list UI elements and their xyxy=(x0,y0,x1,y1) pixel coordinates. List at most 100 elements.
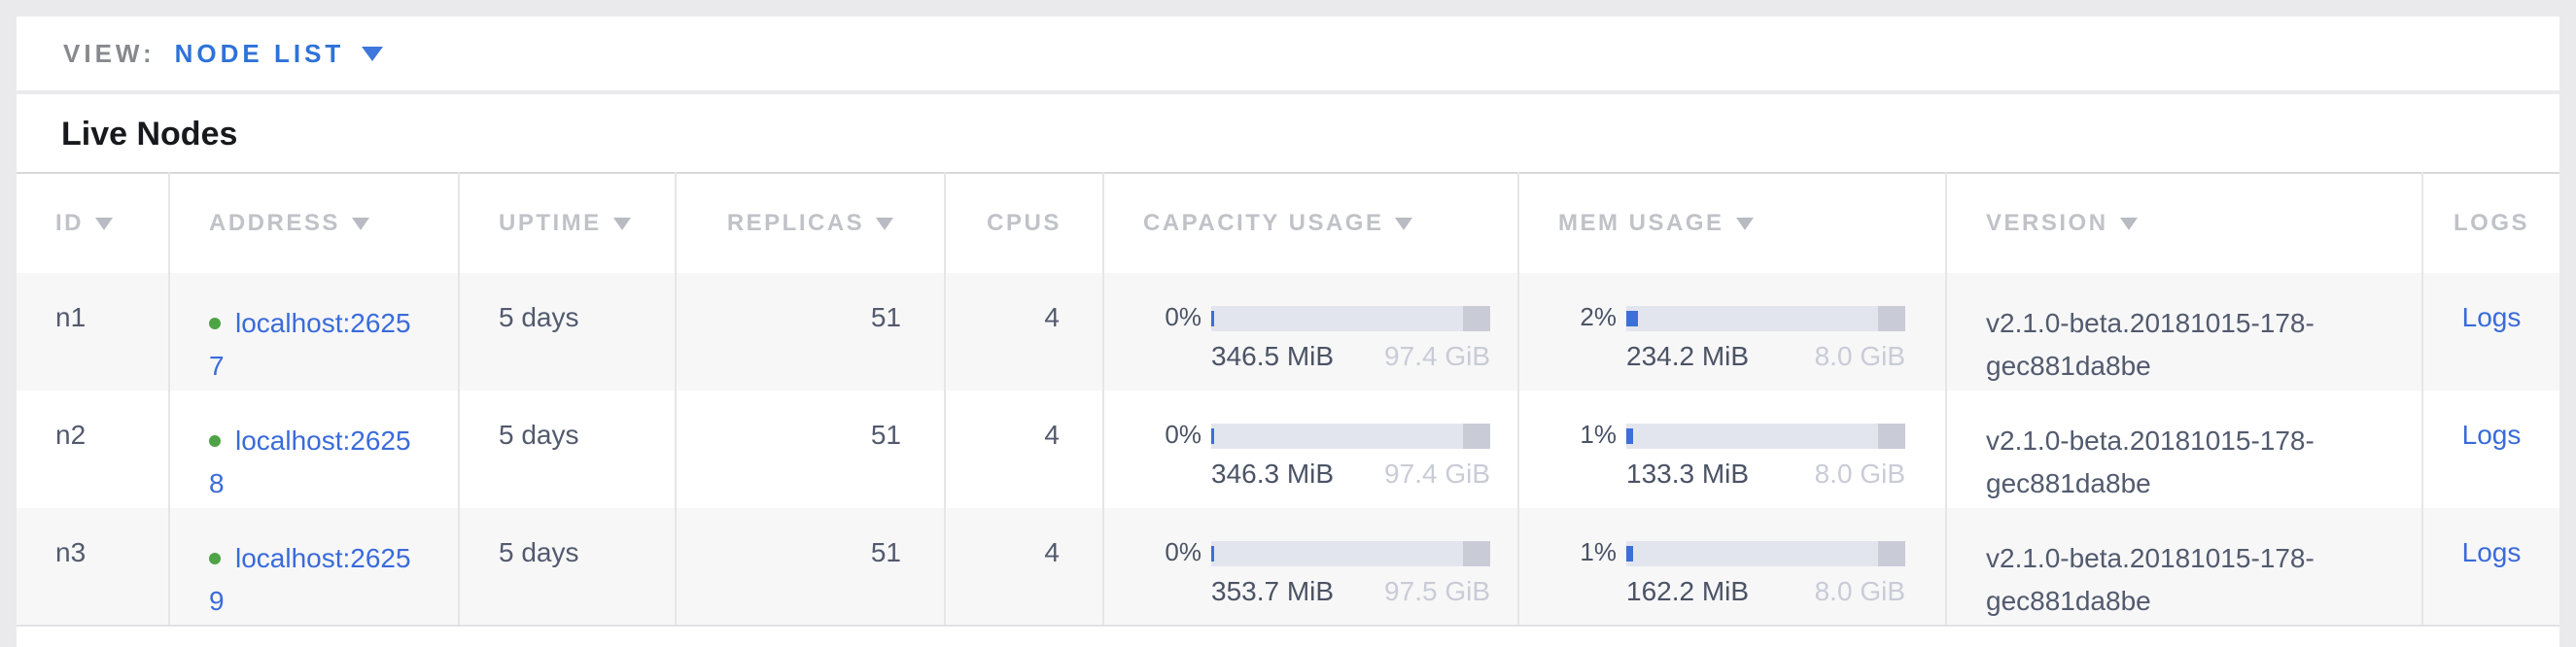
column-header-logs: LOGS xyxy=(2421,173,2559,273)
capacity-used: 346.5 MiB xyxy=(1211,341,1335,371)
node-logs-cell: Logs xyxy=(2421,508,2559,627)
sort-desc-icon xyxy=(876,218,894,230)
capacity-total: 97.4 GiB xyxy=(1384,459,1490,489)
sort-desc-icon xyxy=(95,218,113,230)
node-live-status-icon xyxy=(209,318,221,329)
node-cpus-cell: 4 xyxy=(944,391,1103,508)
column-header-uptime[interactable]: UPTIME xyxy=(458,173,676,273)
capacity-usage-cell: 0% 346.5 MiB 97.4 GiB xyxy=(1102,273,1518,391)
node-version-cell: v2.1.0-beta.20181015-178-gec881da8be xyxy=(1945,391,2422,508)
node-address-cell: localhost:26259 xyxy=(168,508,459,627)
column-header-mem-usage[interactable]: MEM USAGE xyxy=(1517,173,1946,273)
node-live-status-icon xyxy=(209,435,221,447)
capacity-percent: 0% xyxy=(1165,420,1201,449)
node-version-cell: v2.1.0-beta.20181015-178-gec881da8be xyxy=(1945,273,2422,391)
page-title: Live Nodes xyxy=(61,116,238,153)
bar-fill xyxy=(1211,546,1214,562)
node-id-cell: n3 xyxy=(17,508,169,627)
node-logs-cell: Logs xyxy=(2421,273,2559,391)
live-nodes-page: VIEW: NODE LIST Live Nodes ID ADDRESS UP… xyxy=(0,17,2576,647)
node-address-cell: localhost:26258 xyxy=(168,391,459,508)
column-header-capacity-usage[interactable]: CAPACITY USAGE xyxy=(1102,173,1518,273)
column-label: ID xyxy=(55,210,84,236)
mem-usage-bar xyxy=(1626,424,1905,449)
node-logs-link[interactable]: Logs xyxy=(2461,302,2522,332)
column-label: ADDRESS xyxy=(209,210,340,236)
mem-percent: 1% xyxy=(1580,537,1617,566)
chevron-down-icon[interactable] xyxy=(362,46,384,61)
node-id-cell: n1 xyxy=(55,302,87,332)
node-live-status-icon xyxy=(209,553,221,564)
node-uptime-cell: 5 days xyxy=(458,508,676,627)
node-uptime-cell: 5 days xyxy=(458,273,676,391)
capacity-percent: 0% xyxy=(1165,302,1201,331)
node-address-cell: localhost:26257 xyxy=(168,273,459,391)
bar-fill xyxy=(1626,428,1633,444)
bar-end-cap xyxy=(1878,424,1905,449)
view-selector-bar: VIEW: NODE LIST xyxy=(17,17,2559,90)
column-label: VERSION xyxy=(1986,210,2108,236)
capacity-usage-bar xyxy=(1211,306,1490,331)
mem-total: 8.0 GiB xyxy=(1814,341,1905,371)
table-row: n1 localhost:26257 5 days 51 4 0% xyxy=(17,273,2559,391)
mem-used: 162.2 MiB xyxy=(1626,576,1750,606)
column-header-address[interactable]: ADDRESS xyxy=(168,173,459,273)
mem-usage-cell: 2% 234.2 MiB 8.0 GiB xyxy=(1517,273,1946,391)
column-label: CAPACITY USAGE xyxy=(1143,210,1384,236)
column-header-cpus: CPUS xyxy=(944,173,1103,273)
sort-desc-icon xyxy=(612,218,631,230)
column-label: REPLICAS xyxy=(726,210,865,236)
table-row: n3 localhost:26259 5 days 51 4 0% xyxy=(17,508,2559,627)
mem-used: 234.2 MiB xyxy=(1626,341,1750,371)
table-header-row: ID ADDRESS UPTIME REPLICAS CPUS CAPACITY… xyxy=(17,173,2559,273)
view-label: VIEW: xyxy=(63,38,156,68)
capacity-total: 97.5 GiB xyxy=(1384,576,1490,606)
column-label: MEM USAGE xyxy=(1558,210,1724,236)
node-uptime-cell: 5 days xyxy=(458,391,676,508)
bar-fill xyxy=(1626,546,1633,562)
capacity-usage-cell: 0% 353.7 MiB 97.5 GiB xyxy=(1102,508,1518,627)
capacity-used: 353.7 MiB xyxy=(1211,576,1335,606)
sort-desc-icon xyxy=(2119,218,2138,230)
mem-percent: 1% xyxy=(1580,420,1617,449)
node-replicas-cell: 51 xyxy=(675,391,945,508)
mem-percent: 2% xyxy=(1580,302,1617,331)
bar-fill xyxy=(1211,311,1214,326)
column-label: CPUS xyxy=(987,210,1062,236)
bar-fill xyxy=(1626,311,1638,326)
mem-total: 8.0 GiB xyxy=(1814,459,1905,489)
view-dropdown[interactable]: NODE LIST xyxy=(174,38,345,68)
node-replicas-cell: 51 xyxy=(675,508,945,627)
table-row: n2 localhost:26258 5 days 51 4 0% xyxy=(17,391,2559,508)
mem-used: 133.3 MiB xyxy=(1626,459,1750,489)
mem-usage-bar xyxy=(1626,541,1905,566)
column-header-replicas[interactable]: REPLICAS xyxy=(675,173,945,273)
sort-desc-icon xyxy=(351,218,369,230)
node-cpus-cell: 4 xyxy=(944,508,1103,627)
bar-end-cap xyxy=(1878,306,1905,331)
sort-desc-icon xyxy=(1395,218,1413,230)
node-address-link[interactable]: localhost:26257 xyxy=(209,308,411,381)
bar-end-cap xyxy=(1463,541,1490,566)
nodes-table: ID ADDRESS UPTIME REPLICAS CPUS CAPACITY… xyxy=(17,172,2559,627)
live-nodes-panel: Live Nodes ID ADDRESS UPTIME REPLICAS CP… xyxy=(17,94,2559,647)
bar-end-cap xyxy=(1463,306,1490,331)
capacity-usage-bar xyxy=(1211,541,1490,566)
column-header-id[interactable]: ID xyxy=(17,173,169,273)
mem-total: 8.0 GiB xyxy=(1814,576,1905,606)
mem-usage-cell: 1% 162.2 MiB 8.0 GiB xyxy=(1517,508,1946,627)
mem-usage-cell: 1% 133.3 MiB 8.0 GiB xyxy=(1517,391,1946,508)
node-logs-link[interactable]: Logs xyxy=(2461,537,2522,567)
node-address-link[interactable]: localhost:26259 xyxy=(209,543,411,616)
mem-usage-bar xyxy=(1626,306,1905,331)
node-logs-cell: Logs xyxy=(2421,391,2559,508)
node-address-link[interactable]: localhost:26258 xyxy=(209,426,411,498)
node-logs-link[interactable]: Logs xyxy=(2461,420,2522,450)
capacity-usage-bar xyxy=(1211,424,1490,449)
column-label: LOGS xyxy=(2453,210,2529,236)
capacity-used: 346.3 MiB xyxy=(1211,459,1335,489)
column-header-version[interactable]: VERSION xyxy=(1945,173,2422,273)
bar-end-cap xyxy=(1463,424,1490,449)
bar-end-cap xyxy=(1878,541,1905,566)
bar-fill xyxy=(1211,428,1214,444)
